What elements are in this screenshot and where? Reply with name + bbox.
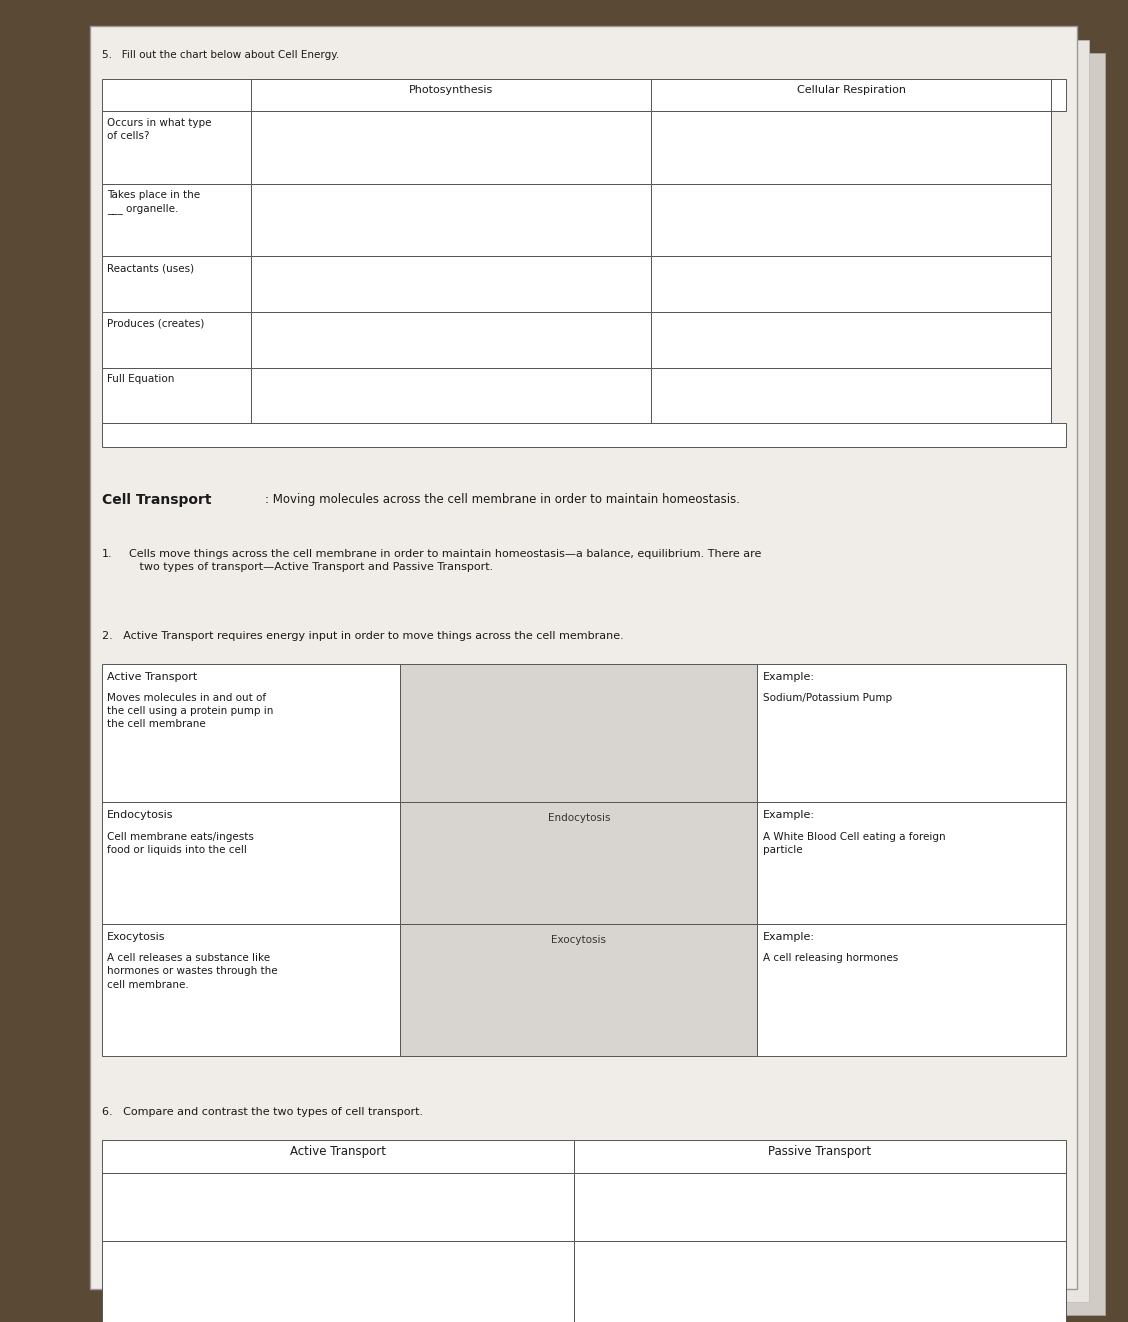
Text: Photosynthesis: Photosynthesis <box>409 85 493 95</box>
Text: A cell releases a substance like
hormones or wastes through the
cell membrane.: A cell releases a substance like hormone… <box>107 953 277 990</box>
Bar <box>651 79 1051 111</box>
Text: 1.: 1. <box>102 549 112 559</box>
Bar <box>400 924 757 1056</box>
Text: A cell releasing hormones: A cell releasing hormones <box>763 953 898 964</box>
Text: 2.   Active Transport requires energy input in order to move things across the c: 2. Active Transport requires energy inpu… <box>102 631 624 641</box>
Bar <box>102 111 252 184</box>
Bar <box>107 40 1089 1302</box>
Bar <box>102 1140 574 1173</box>
Bar <box>130 53 1105 1315</box>
Text: Cells move things across the cell membrane in order to maintain homeostasis—a ba: Cells move things across the cell membra… <box>122 549 761 572</box>
Text: Produces (creates): Produces (creates) <box>107 319 204 329</box>
Bar <box>102 256 252 312</box>
Bar <box>252 256 651 312</box>
Bar <box>90 26 1077 1289</box>
Bar <box>252 368 651 423</box>
Bar <box>102 924 400 1056</box>
Text: Occurs in what type
of cells?: Occurs in what type of cells? <box>107 118 212 141</box>
Bar <box>102 79 1066 111</box>
Bar <box>574 1241 1066 1322</box>
Text: Endocytosis: Endocytosis <box>548 813 610 824</box>
Bar <box>252 79 651 111</box>
Text: Active Transport: Active Transport <box>107 672 197 682</box>
Bar <box>400 664 757 802</box>
Text: Reactants (uses): Reactants (uses) <box>107 263 194 274</box>
Bar <box>102 368 252 423</box>
Text: Example:: Example: <box>763 932 814 943</box>
Bar <box>102 802 400 924</box>
Bar <box>102 312 252 368</box>
Bar <box>651 256 1051 312</box>
Bar <box>252 312 651 368</box>
Bar <box>102 1241 574 1322</box>
Bar <box>102 664 400 802</box>
Text: Endocytosis: Endocytosis <box>107 810 174 821</box>
Bar <box>651 184 1051 256</box>
Text: Full Equation: Full Equation <box>107 374 175 385</box>
Bar <box>757 664 1066 802</box>
Text: Moves molecules in and out of
the cell using a protein pump in
the cell membrane: Moves molecules in and out of the cell u… <box>107 693 273 730</box>
Text: Exocytosis: Exocytosis <box>107 932 166 943</box>
Bar <box>651 111 1051 184</box>
Bar <box>757 802 1066 924</box>
Text: Passive Transport: Passive Transport <box>768 1145 872 1158</box>
Text: Exocytosis: Exocytosis <box>552 935 607 945</box>
Bar <box>651 312 1051 368</box>
Bar <box>651 368 1051 423</box>
Bar <box>574 1140 1066 1173</box>
Bar <box>102 1173 574 1241</box>
Text: Cell membrane eats/ingests
food or liquids into the cell: Cell membrane eats/ingests food or liqui… <box>107 832 254 855</box>
Text: Cellular Respiration: Cellular Respiration <box>796 85 906 95</box>
Text: 6.   Compare and contrast the two types of cell transport.: 6. Compare and contrast the two types of… <box>102 1107 423 1117</box>
Bar <box>252 111 651 184</box>
Text: Cell Transport: Cell Transport <box>102 493 211 508</box>
Text: : Moving molecules across the cell membrane in order to maintain homeostasis.: : Moving molecules across the cell membr… <box>265 493 740 506</box>
Bar <box>574 1173 1066 1241</box>
Bar <box>102 184 252 256</box>
Bar <box>757 924 1066 1056</box>
Text: Example:: Example: <box>763 672 814 682</box>
Bar <box>102 423 1066 447</box>
Text: Takes place in the
___ organelle.: Takes place in the ___ organelle. <box>107 190 201 214</box>
Bar <box>252 184 651 256</box>
Text: Sodium/Potassium Pump: Sodium/Potassium Pump <box>763 693 892 703</box>
Text: 5.   Fill out the chart below about Cell Energy.: 5. Fill out the chart below about Cell E… <box>102 50 338 61</box>
Bar <box>400 802 757 924</box>
Text: Example:: Example: <box>763 810 814 821</box>
Text: Active Transport: Active Transport <box>290 1145 386 1158</box>
Text: A White Blood Cell eating a foreign
particle: A White Blood Cell eating a foreign part… <box>763 832 945 855</box>
